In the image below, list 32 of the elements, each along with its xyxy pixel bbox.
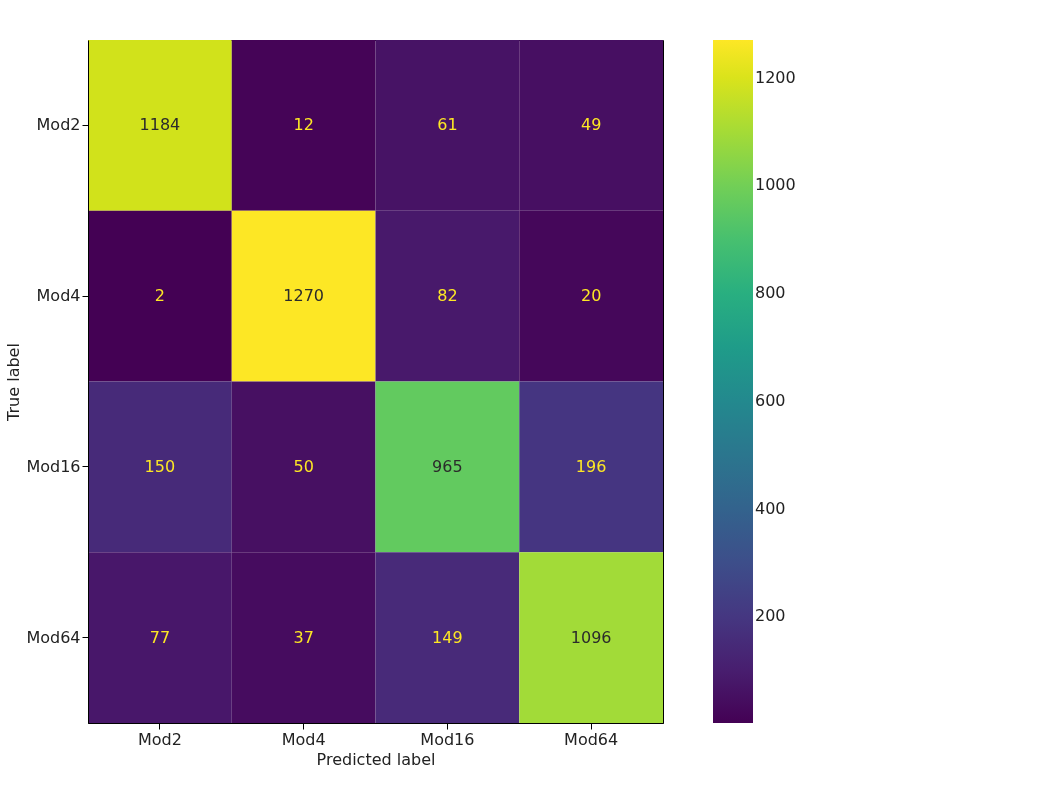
data-label: 37 xyxy=(293,627,314,647)
y-tick-label: Mod64 xyxy=(26,627,81,647)
y-tick-label: Mod16 xyxy=(26,456,81,476)
x-tick-label: Mod64 xyxy=(564,729,619,749)
y-tick-label: Mod2 xyxy=(36,115,81,135)
color-bar-label: 1200 xyxy=(755,67,796,87)
x-tick-label: Mod4 xyxy=(281,729,326,749)
y-axis-title: True label xyxy=(4,343,24,422)
data-label: 12 xyxy=(293,115,314,135)
data-label: 150 xyxy=(144,456,176,476)
color-bar-label: 800 xyxy=(755,283,786,303)
color-bar-label: 200 xyxy=(755,606,786,626)
x-axis-title: Predicted label xyxy=(316,749,436,769)
color-bar-label: 400 xyxy=(755,498,786,518)
x-tick-label: Mod2 xyxy=(137,729,182,749)
data-label: 77 xyxy=(149,627,171,647)
color-bar-label: 600 xyxy=(755,390,786,410)
data-label: 1270 xyxy=(283,286,324,306)
data-label: 82 xyxy=(437,286,458,306)
data-label: 61 xyxy=(437,115,458,135)
data-label: 20 xyxy=(580,286,602,306)
data-label: 1096 xyxy=(570,627,612,647)
data-label: 50 xyxy=(293,456,314,476)
data-label: 196 xyxy=(575,456,607,476)
color-bar-label: 1000 xyxy=(755,175,796,195)
x-tick-label: Mod16 xyxy=(420,729,475,749)
y-tick-label: Mod4 xyxy=(36,286,81,306)
data-label: 965 xyxy=(432,456,463,476)
data-label: 1184 xyxy=(139,115,181,135)
data-label: 49 xyxy=(580,115,602,135)
data-label: 149 xyxy=(432,627,463,647)
data-label: 2 xyxy=(154,286,165,306)
